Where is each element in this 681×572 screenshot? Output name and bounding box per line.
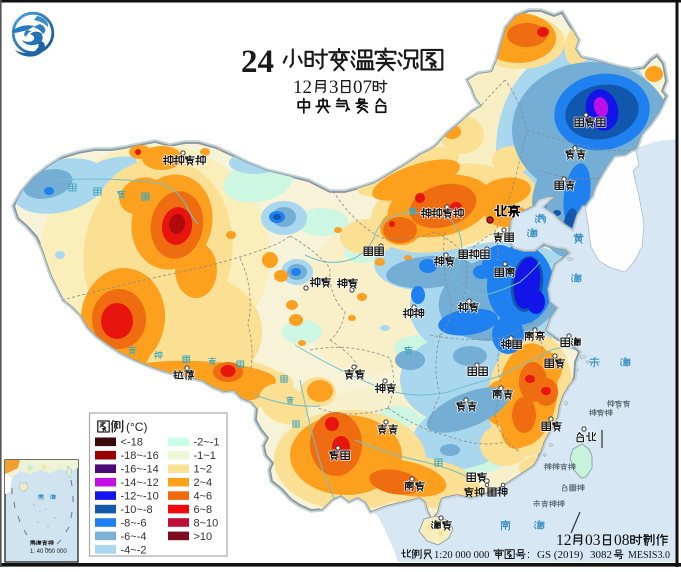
svg-text:>10: >10	[194, 531, 213, 543]
svg-text:6~8: 6~8	[194, 504, 213, 516]
svg-text:8~10: 8~10	[194, 517, 219, 529]
svg-text:-14~-12: -14~-12	[121, 477, 159, 489]
svg-text:MESIS3.0: MESIS3.0	[628, 550, 670, 561]
svg-text:-12~-10: -12~-10	[121, 491, 159, 503]
svg-text:GS (2019): GS (2019)	[537, 549, 583, 561]
svg-text:-10~-8: -10~-8	[121, 504, 153, 516]
svg-text:4~6: 4~6	[194, 491, 213, 503]
svg-text:(°C): (°C)	[126, 420, 147, 434]
svg-text:12: 12	[293, 77, 312, 98]
svg-text:-18~-16: -18~-16	[121, 450, 159, 462]
svg-text::: :	[527, 549, 530, 561]
svg-text:3082: 3082	[590, 549, 612, 561]
svg-text:1:20 000 000: 1:20 000 000	[434, 550, 489, 561]
svg-text:24: 24	[241, 44, 274, 80]
svg-text:3: 3	[329, 77, 339, 98]
svg-text:1: 40 000 000: 1: 40 000 000	[30, 549, 67, 555]
svg-text:2~4: 2~4	[194, 477, 213, 489]
svg-text:-1~1: -1~1	[194, 450, 216, 462]
svg-text:1~2: 1~2	[194, 464, 213, 476]
svg-text:<-18: <-18	[121, 437, 143, 449]
svg-text:-16~-14: -16~-14	[121, 464, 159, 476]
svg-text:03: 03	[585, 532, 601, 549]
svg-text:08: 08	[614, 532, 630, 549]
svg-text:-4~-2: -4~-2	[121, 544, 147, 556]
svg-text:-8~-6: -8~-6	[121, 517, 147, 529]
svg-text:12: 12	[556, 532, 572, 549]
svg-text:-6~-4: -6~-4	[121, 531, 147, 543]
svg-text:07: 07	[353, 77, 372, 98]
svg-text:-2~-1: -2~-1	[194, 437, 220, 449]
